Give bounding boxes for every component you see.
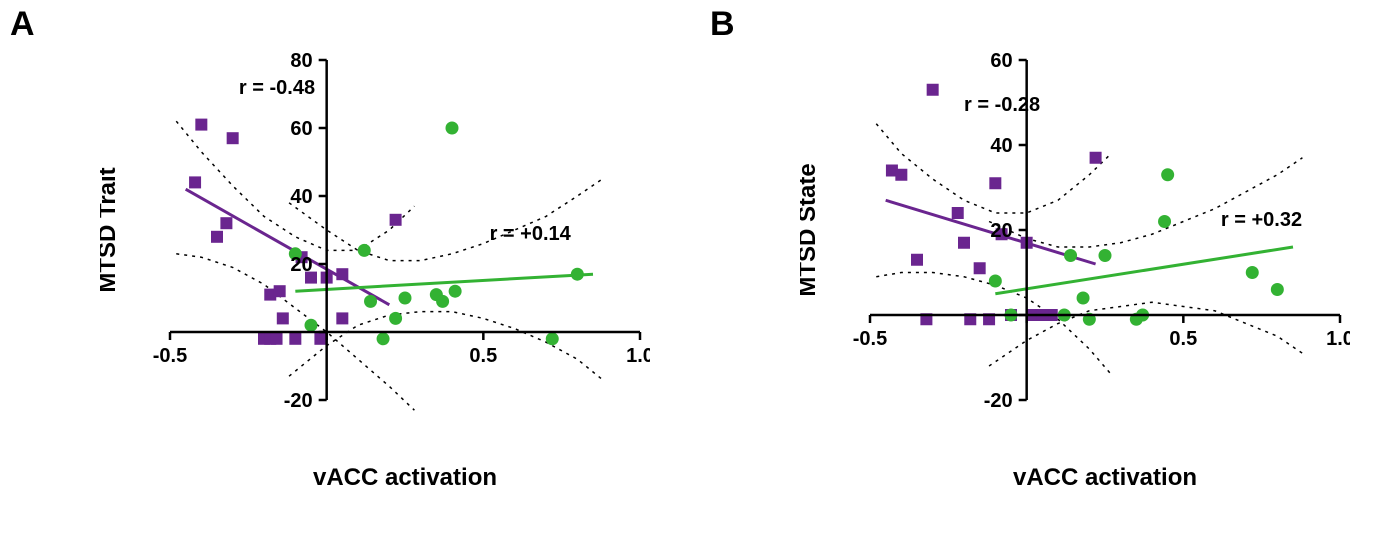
x-tick-label: -0.5 xyxy=(153,345,187,367)
y-tick-label: -20 xyxy=(984,390,1013,412)
scatter-point-purple xyxy=(227,132,239,144)
r-label-purple: r = -0.28 xyxy=(964,94,1040,116)
scatter-point-green xyxy=(358,244,371,257)
panel-label-a: A xyxy=(10,5,35,44)
scatter-point-green xyxy=(446,122,459,135)
scatter-point-green xyxy=(1077,292,1090,305)
scatter-point-green xyxy=(1246,266,1259,279)
scatter-point-purple xyxy=(336,312,348,324)
y-tick-label: 40 xyxy=(990,135,1012,157)
x-axis-label: vACC activation xyxy=(313,464,497,491)
ci-lower-green xyxy=(289,312,602,380)
x-tick-label: 0.5 xyxy=(469,345,497,367)
scatter-point-purple xyxy=(974,262,986,274)
scatter-point-purple xyxy=(895,169,907,181)
scatter-point-purple xyxy=(927,84,939,96)
r-label-green: r = +0.32 xyxy=(1221,209,1302,231)
scatter-point-green xyxy=(571,268,584,281)
chart-panel-b: -0.5 0.5 1.0 -20 20 40 60 r = -0.28 r = +0.32 vAC… xyxy=(800,50,1350,495)
scatter-point-purple xyxy=(314,333,326,345)
scatter-point-purple xyxy=(952,207,964,219)
scatter-point-green xyxy=(305,319,318,332)
r-label-green: r = +0.14 xyxy=(490,223,572,245)
x-tick-label: -0.5 xyxy=(853,328,887,350)
scatter-point-purple xyxy=(958,237,970,249)
y-tick-label: 40 xyxy=(290,186,312,208)
scatter-point-green xyxy=(389,312,402,325)
scatter-point-green xyxy=(377,332,390,345)
scatter-point-green xyxy=(989,275,1002,288)
scatter-point-green xyxy=(1161,168,1174,181)
chart-panel-a: -0.5 0.5 1.0 -20 20 40 60 80 r = -0.48 r = +0.14 v… xyxy=(100,50,650,495)
scatter-point-purple xyxy=(195,119,207,131)
scatter-point-purple xyxy=(211,231,223,243)
scatter-point-green xyxy=(399,292,412,305)
scatter-point-purple xyxy=(189,176,201,188)
y-tick-label: 80 xyxy=(290,50,312,72)
scatter-point-purple xyxy=(271,333,283,345)
y-tick-label: 20 xyxy=(990,220,1012,242)
scatter-point-purple xyxy=(274,285,286,297)
y-tick-label: 20 xyxy=(290,254,312,276)
scatter-point-green xyxy=(1271,283,1284,296)
scatter-point-purple xyxy=(220,217,232,229)
ci-upper-green xyxy=(289,179,602,261)
x-tick-label: 1.0 xyxy=(626,345,650,367)
r-label-purple: r = -0.48 xyxy=(239,77,315,99)
x-tick-label: 0.5 xyxy=(1169,328,1197,350)
scatter-point-green xyxy=(1099,249,1112,262)
scatter-point-purple xyxy=(911,254,923,266)
y-tick-label: 60 xyxy=(290,118,312,140)
ci-upper-green xyxy=(989,158,1302,247)
panel-label-b: B xyxy=(710,5,735,44)
figure-container: A B -0.5 0.5 1.0 -20 20 40 60 80 r = -0.48 r = +0… xyxy=(0,0,1379,548)
scatter-point-purple xyxy=(1090,152,1102,164)
x-axis-label: vACC activation xyxy=(1013,464,1197,491)
scatter-point-purple xyxy=(336,268,348,280)
scatter-point-purple xyxy=(390,214,402,226)
y-axis-label: MTSD Trait xyxy=(100,167,121,292)
scatter-point-green xyxy=(364,295,377,308)
x-tick-label: 1.0 xyxy=(1326,328,1350,350)
scatter-point-green xyxy=(436,295,449,308)
y-tick-label: -20 xyxy=(284,390,313,412)
scatter-point-green xyxy=(1064,249,1077,262)
y-axis-label: MTSD State xyxy=(800,163,821,296)
scatter-point-purple xyxy=(289,333,301,345)
scatter-point-green xyxy=(1158,215,1171,228)
scatter-point-green xyxy=(546,332,559,345)
scatter-point-purple xyxy=(989,177,1001,189)
y-tick-label: 60 xyxy=(990,50,1012,72)
scatter-point-green xyxy=(449,285,462,298)
scatter-point-purple xyxy=(277,312,289,324)
